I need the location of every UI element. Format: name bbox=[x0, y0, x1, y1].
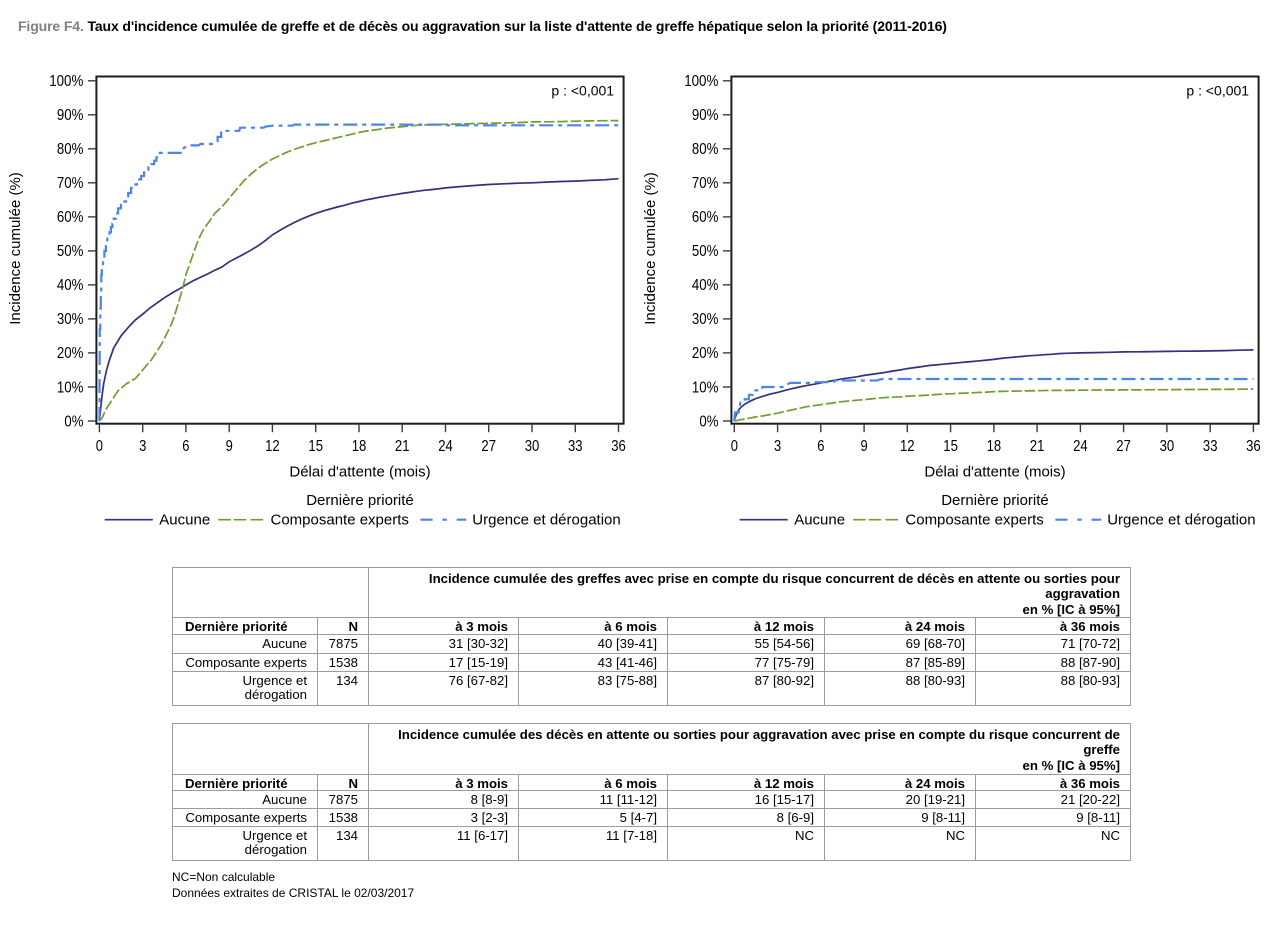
svg-text:6: 6 bbox=[817, 438, 824, 455]
svg-text:30%: 30% bbox=[57, 311, 84, 328]
svg-text:36: 36 bbox=[1246, 438, 1261, 455]
svg-text:Composante experts: Composante experts bbox=[271, 511, 409, 528]
svg-text:0%: 0% bbox=[699, 413, 718, 430]
svg-text:Incidence cumulée (%): Incidence cumulée (%) bbox=[642, 172, 659, 325]
svg-text:p : <0,001: p : <0,001 bbox=[551, 83, 614, 99]
svg-text:15: 15 bbox=[308, 438, 323, 455]
svg-text:6: 6 bbox=[182, 438, 189, 455]
svg-text:9: 9 bbox=[861, 438, 868, 455]
svg-text:Incidence cumulée (%): Incidence cumulée (%) bbox=[7, 172, 24, 325]
svg-text:90%: 90% bbox=[57, 107, 84, 124]
svg-text:30: 30 bbox=[525, 438, 540, 455]
svg-text:100%: 100% bbox=[49, 73, 83, 90]
svg-text:Aucune: Aucune bbox=[159, 511, 210, 528]
svg-text:24: 24 bbox=[1073, 438, 1088, 455]
svg-text:60%: 60% bbox=[57, 209, 84, 226]
svg-text:Urgence et dérogation: Urgence et dérogation bbox=[472, 511, 620, 528]
svg-text:90%: 90% bbox=[692, 107, 719, 124]
svg-text:Composante experts: Composante experts bbox=[905, 511, 1043, 528]
svg-text:Aucune: Aucune bbox=[794, 511, 845, 528]
svg-text:15: 15 bbox=[943, 438, 958, 455]
svg-text:50%: 50% bbox=[57, 243, 84, 260]
svg-text:36: 36 bbox=[611, 438, 626, 455]
svg-text:10%: 10% bbox=[692, 379, 719, 396]
svg-text:Dernière priorité: Dernière priorité bbox=[306, 492, 414, 509]
svg-text:40%: 40% bbox=[57, 277, 84, 294]
svg-text:18: 18 bbox=[987, 438, 1002, 455]
svg-text:9: 9 bbox=[226, 438, 233, 455]
svg-text:80%: 80% bbox=[692, 141, 719, 158]
svg-text:Délai d'attente (mois): Délai d'attente (mois) bbox=[924, 464, 1065, 481]
svg-text:12: 12 bbox=[265, 438, 280, 455]
svg-text:p : <0,001: p : <0,001 bbox=[1186, 83, 1249, 99]
svg-text:33: 33 bbox=[568, 438, 583, 455]
svg-text:3: 3 bbox=[139, 438, 146, 455]
svg-text:27: 27 bbox=[1116, 438, 1131, 455]
svg-text:40%: 40% bbox=[692, 277, 719, 294]
svg-text:27: 27 bbox=[481, 438, 496, 455]
svg-text:70%: 70% bbox=[692, 175, 719, 192]
svg-text:Urgence et dérogation: Urgence et dérogation bbox=[1107, 511, 1255, 528]
svg-text:0: 0 bbox=[731, 438, 739, 455]
svg-text:21: 21 bbox=[395, 438, 410, 455]
svg-text:60%: 60% bbox=[692, 209, 719, 226]
svg-text:30%: 30% bbox=[692, 311, 719, 328]
svg-text:12: 12 bbox=[900, 438, 915, 455]
svg-text:100%: 100% bbox=[684, 73, 718, 90]
svg-text:Dernière priorité: Dernière priorité bbox=[941, 492, 1049, 509]
svg-text:33: 33 bbox=[1203, 438, 1218, 455]
svg-text:20%: 20% bbox=[692, 345, 719, 362]
svg-text:Délai d'attente (mois): Délai d'attente (mois) bbox=[289, 464, 430, 481]
svg-text:20%: 20% bbox=[57, 345, 84, 362]
svg-text:30: 30 bbox=[1160, 438, 1175, 455]
svg-text:50%: 50% bbox=[692, 243, 719, 260]
svg-text:10%: 10% bbox=[57, 379, 84, 396]
svg-text:0: 0 bbox=[96, 438, 104, 455]
svg-text:24: 24 bbox=[438, 438, 453, 455]
svg-text:3: 3 bbox=[774, 438, 781, 455]
svg-text:0%: 0% bbox=[64, 413, 83, 430]
svg-text:80%: 80% bbox=[57, 141, 84, 158]
svg-text:21: 21 bbox=[1030, 438, 1045, 455]
svg-text:18: 18 bbox=[352, 438, 367, 455]
svg-text:70%: 70% bbox=[57, 175, 84, 192]
